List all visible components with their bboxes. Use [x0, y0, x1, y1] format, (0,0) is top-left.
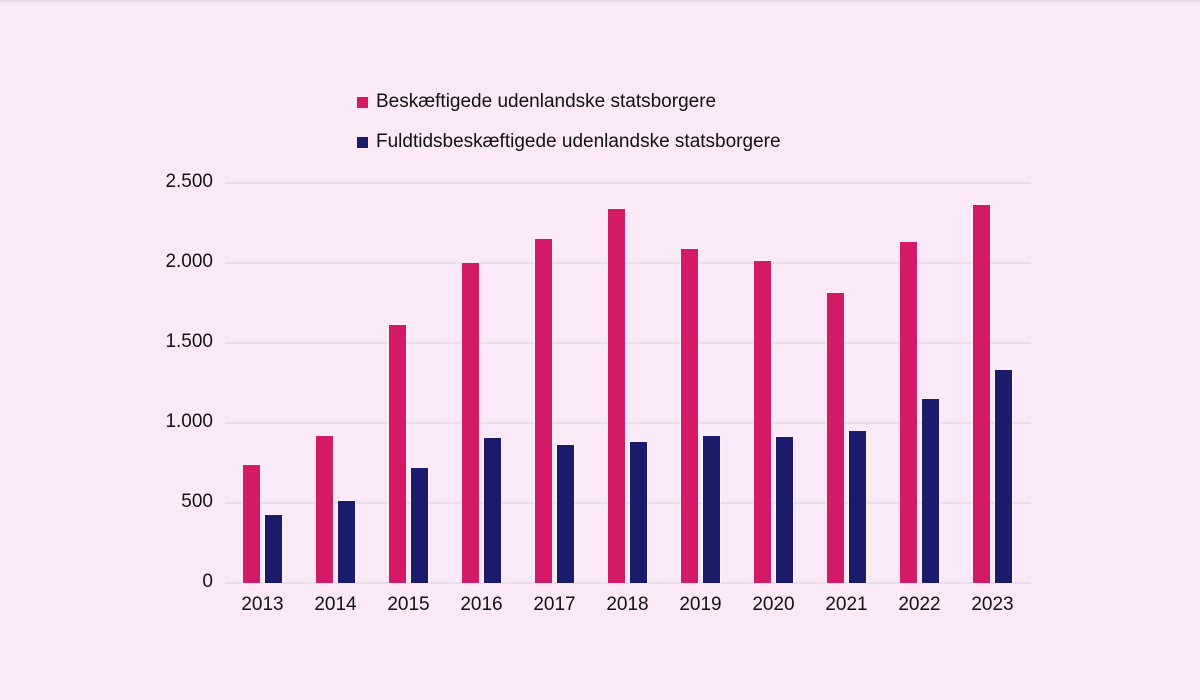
x-axis-tick-label: 2023: [971, 594, 1014, 615]
bar-group-2018: [608, 183, 647, 583]
legend-marker-employed-icon: [357, 96, 368, 108]
y-axis-tick-label: 1.500: [165, 331, 213, 352]
y-axis-tick-label: 2.000: [165, 251, 213, 272]
x-axis-tick-label: 2020: [752, 594, 795, 615]
bar-employed-2023: [973, 205, 990, 583]
legend-label-employed: Beskæftigede udenlandske statsborgere: [376, 91, 717, 112]
bar-fulltime-2023: [995, 370, 1012, 583]
chart-legend: Beskæftigede udenlandske statsborgere Fu…: [357, 82, 781, 162]
bar-group-2019: [681, 183, 720, 583]
bar-employed-2015: [389, 324, 406, 583]
bar-group-2020: [754, 183, 793, 583]
x-axis-tick-label: 2017: [533, 594, 576, 615]
bar-employed-2016: [462, 263, 479, 583]
y-axis-tick-label: 0: [202, 571, 213, 592]
bar-group-2017: [535, 183, 574, 583]
bar-fulltime-2013: [265, 515, 282, 583]
gridline-1500: [225, 342, 1031, 344]
bar-employed-2021: [827, 292, 844, 583]
x-axis-tick-label: 2013: [241, 594, 284, 615]
y-axis-tick-label: 2.500: [165, 171, 213, 192]
x-axis-tick-label: 2019: [679, 594, 722, 615]
bar-fulltime-2018: [630, 442, 647, 583]
legend-marker-fulltime-icon: [357, 136, 368, 148]
gridline-1000: [225, 422, 1031, 424]
x-axis-tick-label: 2018: [606, 594, 649, 615]
gridline-500: [225, 502, 1031, 504]
bar-group-2021: [827, 183, 866, 583]
gridline-0: [225, 582, 1031, 584]
bar-fulltime-2019: [703, 435, 720, 583]
x-axis-tick-label: 2022: [898, 594, 941, 615]
bar-fulltime-2014: [338, 500, 355, 583]
bar-fulltime-2016: [484, 438, 501, 583]
bar-group-2016: [462, 183, 501, 583]
bar-employed-2020: [754, 260, 771, 583]
bar-employed-2013: [243, 465, 260, 583]
bar-fulltime-2015: [411, 467, 428, 583]
bar-fulltime-2020: [776, 437, 793, 583]
bar-group-2013: [243, 183, 282, 583]
x-axis-tick-label: 2015: [387, 594, 430, 615]
legend-item-fulltime: Fuldtidsbeskæftigede udenlandske statsbo…: [357, 122, 781, 162]
plot-area: 0 500 1.000 1.500 2.000 2.500 2013 2014 2015 2016…: [165, 171, 1031, 615]
bar-fulltime-2021: [849, 431, 866, 583]
x-axis-tick-label: 2016: [460, 594, 503, 615]
bar-fulltime-2022: [922, 399, 939, 583]
y-axis-tick-label: 1.000: [165, 411, 213, 432]
bar-employed-2017: [535, 239, 552, 583]
x-axis-tick-label: 2014: [314, 594, 357, 615]
y-axis-tick-label: 500: [181, 491, 213, 512]
bar-group-2014: [316, 183, 355, 583]
bar-group-2023: [973, 183, 1012, 583]
bar-fulltime-2017: [557, 445, 574, 583]
bar-employed-2019: [681, 248, 698, 583]
bar-employed-2018: [608, 208, 625, 583]
bar-group-2022: [900, 183, 939, 583]
legend-label-fulltime: Fuldtidsbeskæftigede udenlandske statsbo…: [376, 131, 781, 152]
bar-employed-2014: [316, 435, 333, 583]
x-axis-tick-label: 2021: [825, 594, 868, 615]
legend-item-employed: Beskæftigede udenlandske statsborgere: [357, 82, 781, 122]
gridline-2500: [225, 182, 1031, 184]
gridline-2000: [225, 262, 1031, 264]
bar-group-2015: [389, 183, 428, 583]
bar-employed-2022: [900, 242, 917, 583]
